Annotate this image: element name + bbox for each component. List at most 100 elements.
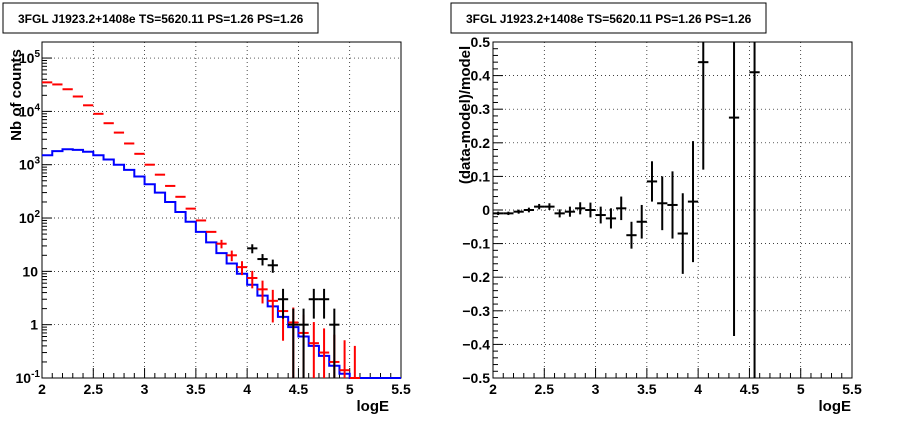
residual-point — [513, 209, 524, 214]
y-tick-label: −0.5 — [462, 370, 490, 386]
y-tick-base: 10 — [16, 370, 32, 386]
data-point — [277, 288, 289, 319]
right-y-tick-labels: −0.5 −0.4 −0.3 −0.2 −0.1 0 0.1 0.2 0.3 0.4 0.5 — [462, 34, 490, 386]
residual-point — [677, 193, 688, 274]
model-point — [257, 280, 268, 304]
residual-point — [575, 202, 586, 215]
x-tick-label: 4 — [694, 381, 702, 397]
residual-point — [646, 161, 658, 202]
left-x-axis-label: logE — [357, 398, 390, 415]
y-tick-label: 0.4 — [471, 68, 491, 84]
residual-point — [626, 221, 637, 249]
model-point — [267, 289, 278, 323]
x-tick-label: 5 — [797, 381, 805, 397]
y-tick-exponent: 4 — [34, 102, 40, 113]
x-tick-label: 2.5 — [84, 381, 104, 397]
left-series — [42, 81, 401, 379]
x-tick-label: 3 — [592, 381, 600, 397]
model-point — [226, 250, 237, 262]
residual-point — [605, 208, 617, 229]
model-point — [216, 239, 227, 249]
y-tick-label: −0.4 — [462, 336, 490, 352]
residual-point — [636, 204, 647, 239]
y-tick-label: 10-1 — [16, 369, 41, 386]
y-tick-label: 0.1 — [471, 168, 491, 184]
residual-point — [544, 203, 555, 210]
residual-point — [585, 202, 596, 218]
left-panel: 3FGL J1923.2+1408e TS=5620.11 PS=1.26 PS… — [2, 2, 411, 415]
y-tick-label: 105 — [19, 49, 41, 66]
data-point — [257, 254, 268, 266]
model-point — [308, 322, 319, 378]
data-point — [329, 308, 340, 378]
y-tick-exponent: 2 — [34, 209, 40, 220]
model-point — [339, 340, 350, 378]
data-point — [318, 288, 330, 319]
right-panel: 3FGL J1923.2+1408e TS=5620.11 PS=1.26 PS… — [450, 2, 862, 415]
right-x-tick-labels: 2 2.5 3 3.5 4 4.5 5 5.5 — [489, 381, 862, 397]
y-tick-base: 10 — [19, 103, 35, 119]
x-tick-label: 4 — [243, 381, 251, 397]
x-tick-label: 4.5 — [740, 381, 760, 397]
data-point — [308, 288, 319, 319]
left-title: 3FGL J1923.2+1408e TS=5620.11 PS=1.26 PS… — [18, 12, 304, 26]
left-ticks — [41, 57, 402, 379]
y-tick-exponent: 5 — [34, 49, 40, 60]
residual-point — [523, 207, 535, 213]
residual-point — [503, 211, 514, 216]
right-title-box — [450, 2, 767, 34]
right-series — [493, 42, 760, 378]
residual-point — [728, 42, 740, 336]
y-tick-base: 10 — [22, 263, 38, 279]
data-point — [247, 244, 258, 254]
model-point — [318, 328, 330, 378]
data-point — [288, 308, 299, 378]
model-point — [349, 345, 360, 379]
right-y-axis-label: (data-model)/model — [457, 46, 474, 184]
y-tick-label: 103 — [19, 156, 41, 173]
residual-point — [554, 209, 565, 218]
x-tick-label: 2 — [38, 381, 46, 397]
residual-point — [534, 203, 545, 210]
x-tick-label: 3.5 — [637, 381, 657, 397]
y-tick-label: 104 — [19, 102, 41, 119]
residual-point — [493, 211, 504, 216]
x-tick-label: 5 — [346, 381, 354, 397]
residual-point — [595, 206, 606, 224]
x-tick-label: 2.5 — [535, 381, 555, 397]
left-y-axis-label: Nb of counts — [8, 49, 25, 141]
x-tick-label: 4.5 — [289, 381, 309, 397]
y-tick-label: 1 — [30, 317, 38, 333]
left-x-tick-labels: 2 2.5 3 3.5 4 4.5 5 5.5 — [38, 381, 411, 397]
residual-point — [687, 141, 699, 263]
x-tick-label: 5.5 — [842, 381, 862, 397]
model-point — [236, 261, 248, 276]
y-tick-label: 0.5 — [471, 34, 491, 50]
right-ticks — [492, 41, 853, 379]
residual-point — [564, 206, 576, 217]
y-tick-label: −0.2 — [462, 269, 490, 285]
y-tick-label: 0.2 — [471, 135, 491, 151]
x-tick-label: 3.5 — [186, 381, 206, 397]
model-point — [247, 270, 258, 289]
model-step-line — [42, 148, 401, 379]
residual-point — [698, 42, 709, 170]
residual-point — [616, 196, 627, 221]
residual-point — [667, 171, 678, 239]
left-frame — [41, 41, 402, 379]
x-tick-label: 5.5 — [391, 381, 411, 397]
y-tick-label: −0.1 — [462, 236, 490, 252]
data-point — [298, 308, 309, 378]
y-tick-base: 10 — [19, 210, 35, 226]
x-tick-label: 3 — [141, 381, 149, 397]
y-tick-label: 102 — [19, 209, 41, 226]
residual-point — [657, 176, 668, 231]
residual-point — [749, 42, 760, 378]
y-tick-label: 0 — [482, 202, 490, 218]
right-title: 3FGL J1923.2+1408e TS=5620.11 PS=1.26 PS… — [466, 12, 752, 26]
y-tick-exponent: 3 — [34, 156, 40, 167]
y-tick-label: 10 — [22, 263, 38, 279]
left-title-box — [2, 2, 319, 34]
